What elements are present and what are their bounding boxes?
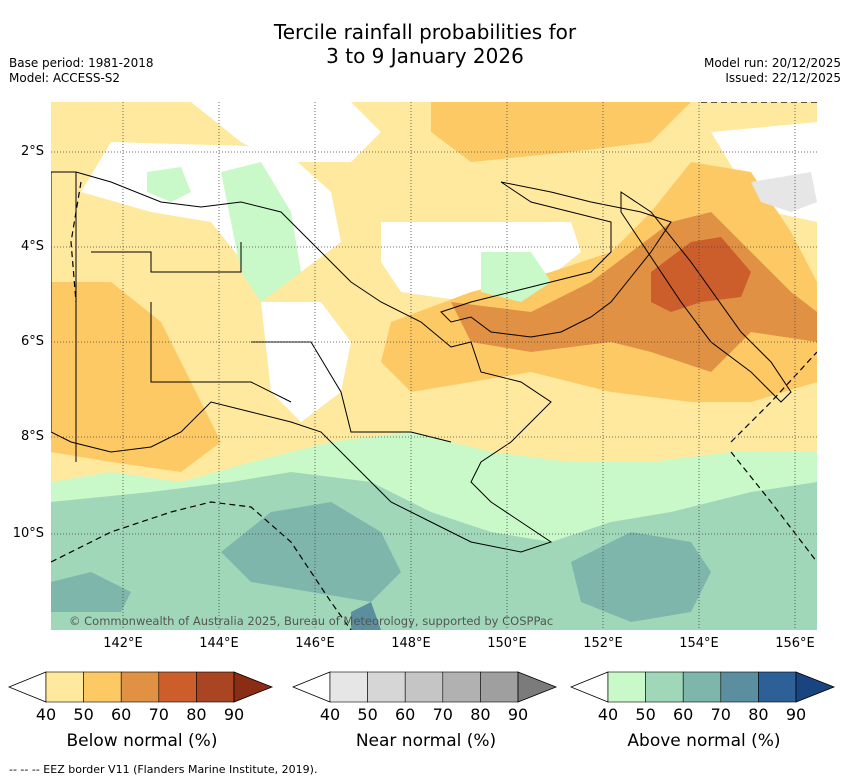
copyright-text: © Commonwealth of Australia 2025, Bureau… bbox=[69, 614, 553, 628]
latitude-label: 10°S bbox=[12, 526, 44, 541]
rainfall-probability-map: © Commonwealth of Australia 2025, Bureau… bbox=[51, 102, 817, 630]
colorbar-tick-label: 50 bbox=[357, 705, 378, 724]
chart-title: Tercile rainfall probabilities for 3 to … bbox=[0, 20, 850, 68]
coastline-new-britain bbox=[440, 181, 672, 338]
colorbar-segment bbox=[645, 671, 684, 703]
colorbar-tick-label: 70 bbox=[710, 705, 731, 724]
colorbar-segment bbox=[404, 671, 444, 703]
colorbar-segment bbox=[720, 671, 759, 703]
coastline-new-guinea bbox=[51, 171, 553, 553]
colorbar-tick-label: 90 bbox=[223, 705, 245, 724]
colorbar-tick-label: 90 bbox=[507, 705, 529, 724]
near-white-region bbox=[191, 102, 381, 162]
model-name: Model: ACCESS-S2 bbox=[9, 71, 121, 85]
eez-footnote: -- -- -- EEZ border V11 (Flanders Marine… bbox=[9, 763, 318, 776]
province-border bbox=[150, 302, 292, 403]
colorbar-segment bbox=[45, 671, 84, 703]
colorbar-tick-label: 60 bbox=[673, 705, 694, 724]
below-normal-50-north bbox=[431, 102, 691, 162]
longitude-label: 146°E bbox=[295, 636, 335, 651]
colorbar-tick-label: 50 bbox=[73, 705, 94, 724]
colorbar-tick-label: 80 bbox=[470, 705, 491, 724]
colorbar-segment bbox=[196, 671, 235, 703]
longitude-label: 142°E bbox=[103, 636, 143, 651]
title-line-2: 3 to 9 January 2026 bbox=[326, 44, 524, 68]
above-normal-40-patch bbox=[147, 167, 191, 202]
colorbar-over-extension bbox=[233, 671, 274, 703]
base-period: Base period: 1981-2018 bbox=[9, 56, 154, 70]
colorbar-segment bbox=[758, 671, 797, 703]
title-line-1: Tercile rainfall probabilities for bbox=[273, 20, 577, 44]
longitude-label: 156°E bbox=[775, 636, 815, 651]
colorbar-tick-label: 80 bbox=[186, 705, 207, 724]
province-border bbox=[91, 242, 242, 273]
colorbar-segment bbox=[442, 671, 481, 703]
colorbar-segment bbox=[367, 671, 406, 703]
colorbar-title: Above normal (%) bbox=[627, 731, 781, 751]
above-normal-60-east bbox=[571, 532, 711, 622]
colorbar-segment bbox=[480, 671, 519, 703]
colorbar-tick-label: 80 bbox=[748, 705, 769, 724]
colorbar-2 bbox=[292, 671, 558, 703]
meta-right: Model run: 20/12/2025 Issued: 22/12/2025 bbox=[704, 56, 841, 86]
colorbar-tick-label: 40 bbox=[319, 705, 341, 724]
colorbar-segment bbox=[329, 671, 368, 703]
colorbar-tick-label: 70 bbox=[432, 705, 453, 724]
below-normal-70 bbox=[651, 237, 751, 312]
colorbar-title: Below normal (%) bbox=[66, 731, 218, 751]
colorbar-segment bbox=[607, 671, 646, 703]
gridlines bbox=[51, 102, 817, 630]
colorbar-tick-label: 60 bbox=[395, 705, 416, 724]
colorbar-tick-label: 40 bbox=[597, 705, 619, 724]
colorbar-segment bbox=[682, 671, 722, 703]
colorbar-tick-label: 40 bbox=[35, 705, 57, 724]
longitude-label: 144°E bbox=[199, 636, 239, 651]
above-normal-60-west bbox=[221, 502, 401, 602]
near-normal-40-patch bbox=[751, 172, 817, 212]
colorbar-title: Near normal (%) bbox=[355, 731, 497, 751]
colorbar-under-extension bbox=[292, 671, 331, 703]
longitude-label: 150°E bbox=[487, 636, 527, 651]
colorbar-tick-label: 70 bbox=[148, 705, 169, 724]
near-white-region bbox=[261, 302, 351, 422]
issued-date: Issued: 22/12/2025 bbox=[725, 71, 841, 85]
colorbar-segment bbox=[83, 671, 122, 703]
eez-border bbox=[70, 181, 82, 303]
colorbar-3 bbox=[570, 671, 836, 703]
longitude-label: 154°E bbox=[679, 636, 719, 651]
colorbar-over-extension bbox=[517, 671, 558, 703]
latitude-label: 8°S bbox=[20, 429, 44, 444]
colorbar-tick-label: 60 bbox=[111, 705, 132, 724]
eez-border bbox=[730, 451, 817, 563]
colorbar-under-extension bbox=[8, 671, 47, 703]
colorbar-over-extension bbox=[795, 671, 836, 703]
colorbar-tick-label: 50 bbox=[635, 705, 656, 724]
above-normal-70-patch bbox=[351, 602, 381, 630]
colorbar-segment bbox=[158, 671, 197, 703]
colorbar-under-extension bbox=[570, 671, 609, 703]
colorbar-tick-label: 90 bbox=[785, 705, 807, 724]
latitude-label: 6°S bbox=[20, 334, 44, 349]
eez-border bbox=[730, 351, 817, 443]
model-run: Model run: 20/12/2025 bbox=[703, 56, 841, 70]
longitude-label: 148°E bbox=[391, 636, 431, 651]
meta-left: Base period: 1981-2018 Model: ACCESS-S2 bbox=[9, 56, 154, 86]
latitude-label: 4°S bbox=[20, 239, 44, 254]
latitude-label: 2°S bbox=[20, 144, 44, 159]
longitude-label: 152°E bbox=[583, 636, 623, 651]
colorbar-1 bbox=[8, 671, 274, 703]
above-normal-60-southwest bbox=[51, 572, 131, 612]
above-normal-40-patch bbox=[481, 252, 551, 302]
colorbar-segment bbox=[120, 671, 160, 703]
eez-border bbox=[51, 501, 352, 630]
below-normal-50-west bbox=[51, 282, 221, 472]
